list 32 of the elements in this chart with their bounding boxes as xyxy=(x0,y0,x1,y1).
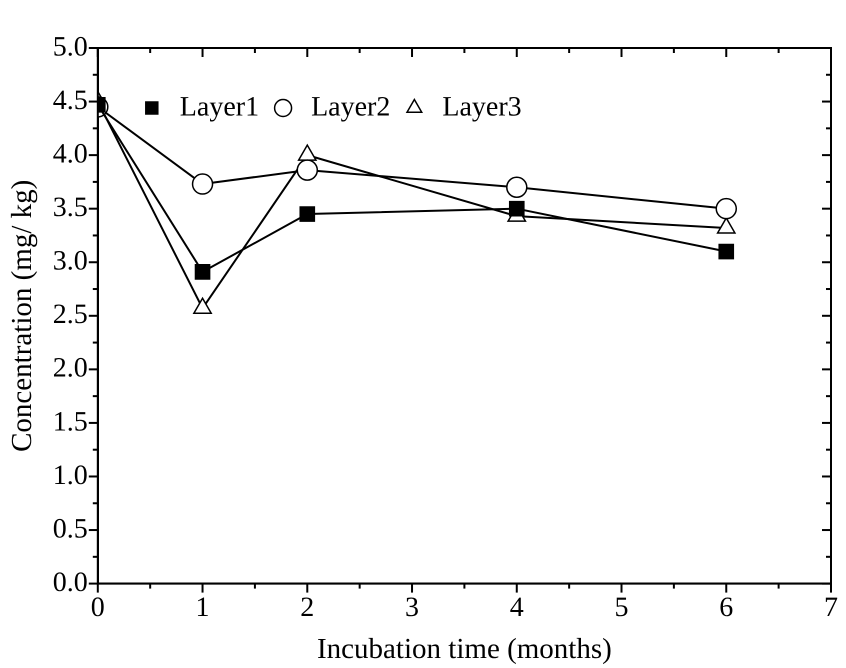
x-tick-label: 2 xyxy=(300,592,314,623)
y-tick-label: 4.0 xyxy=(52,138,88,170)
x-tick-label: 4 xyxy=(510,592,524,623)
y-tick-label: 1.5 xyxy=(52,406,88,438)
point xyxy=(506,176,528,198)
y-tick-label: 1.0 xyxy=(52,460,88,491)
y-tick-label: 2.0 xyxy=(52,352,88,384)
y-tick-label: 3.0 xyxy=(52,246,88,277)
point xyxy=(299,206,316,222)
x-tick-label: 1 xyxy=(196,592,210,623)
x-axis-title: Incubation time (months) xyxy=(317,633,612,666)
point xyxy=(296,159,318,181)
point xyxy=(192,173,214,195)
y-axis-title: Concentration (mg/ kg) xyxy=(6,180,38,452)
x-tick-label: 3 xyxy=(405,592,420,623)
y-tick-label: 3.5 xyxy=(52,192,88,224)
legend-label: Layer3 xyxy=(442,91,522,122)
x-tick-label: 0 xyxy=(90,592,105,623)
point xyxy=(508,200,525,216)
point xyxy=(194,264,210,280)
point xyxy=(716,198,738,220)
x-tick-label: 5 xyxy=(614,592,629,623)
legend-label: Layer2 xyxy=(311,91,390,122)
x-tick-label: 6 xyxy=(719,592,734,623)
y-tick-label: 2.5 xyxy=(52,299,88,330)
point xyxy=(718,244,734,260)
x-tick-label: 7 xyxy=(824,592,838,623)
y-tick-label: 0.0 xyxy=(52,566,88,598)
legend-label: Layer1 xyxy=(180,91,260,122)
y-tick-label: 5.0 xyxy=(52,31,88,62)
y-tick-label: 4.5 xyxy=(52,84,88,116)
y-tick-label: 0.5 xyxy=(52,513,88,544)
